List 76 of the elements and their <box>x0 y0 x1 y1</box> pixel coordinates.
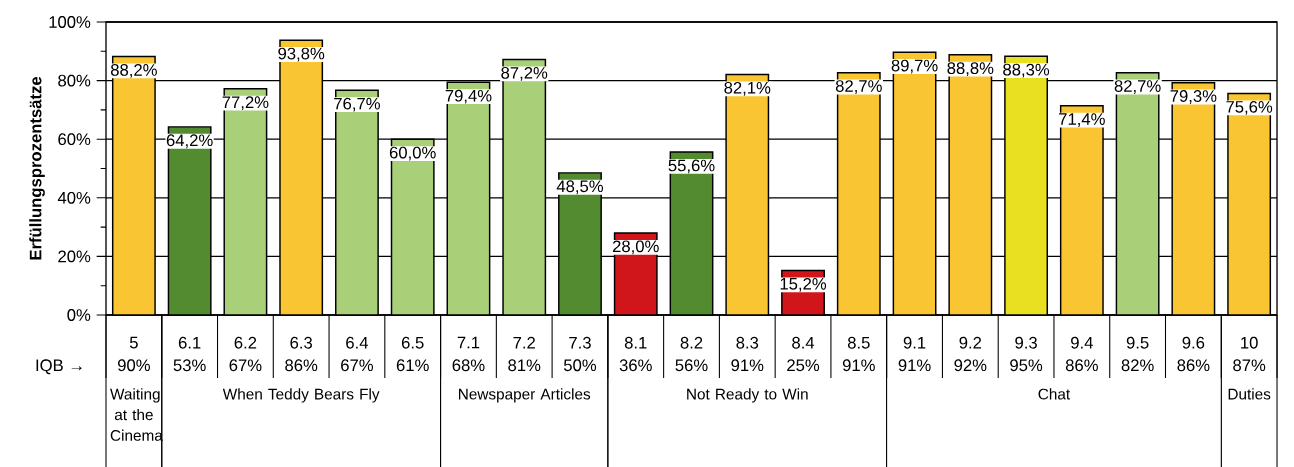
y-tick-label: 100% <box>49 16 91 28</box>
data-label: 15,2% <box>780 277 827 292</box>
x-tick-label: 5 <box>129 336 138 349</box>
data-label: 93,8% <box>278 47 325 62</box>
x-tick-label: 9.1 <box>903 336 926 349</box>
x-tick-label: 8.2 <box>680 336 703 349</box>
data-label: 88,3% <box>1003 63 1050 78</box>
data-label: 77,2% <box>222 96 269 111</box>
y-tick-label: 0% <box>67 309 91 321</box>
text: 56% <box>675 359 708 372</box>
data-label: 88,2% <box>110 64 157 78</box>
y-tick-label: 40% <box>57 191 91 204</box>
data-label: 87,2% <box>501 66 548 81</box>
text: 86% <box>1065 359 1098 372</box>
text: 53% <box>173 359 206 372</box>
text: Duties <box>1228 388 1271 400</box>
y-axis-title: Erfüllungsprozentsätze <box>29 76 45 260</box>
x-tick-label: 9.4 <box>1071 336 1093 349</box>
text: 36% <box>619 359 652 372</box>
text: 91% <box>731 359 764 372</box>
text: 81% <box>508 359 541 372</box>
x-tick-label: 9.6 <box>1182 336 1205 349</box>
x-tick-label: 6.4 <box>346 336 369 349</box>
text: 92% <box>954 359 987 372</box>
x-tick-label: 8.4 <box>792 336 815 349</box>
text: 82% <box>1121 359 1154 372</box>
text: 95% <box>1010 359 1043 372</box>
data-label: 79,3% <box>1170 90 1217 104</box>
data-label: 82,7% <box>1114 80 1161 94</box>
y-tick-label: 80% <box>58 74 91 87</box>
data-label: 64,2% <box>166 134 213 149</box>
x-tick-label: 7.2 <box>513 336 535 349</box>
text: 86% <box>1177 359 1210 372</box>
data-label: 55,6% <box>668 159 715 174</box>
text: 91% <box>898 359 931 372</box>
x-tick-label: 6.5 <box>401 336 424 349</box>
data-label: 75,6% <box>1226 100 1273 115</box>
x-tick-label: 9.2 <box>959 336 982 349</box>
text: 67% <box>341 359 374 372</box>
x-tick-label: 6.1 <box>178 336 201 349</box>
data-label: 48,5% <box>556 180 604 195</box>
text: 67% <box>229 359 262 372</box>
text: 50% <box>563 359 597 372</box>
data-label: 82,7% <box>835 80 882 94</box>
data-label: 82,1% <box>724 81 771 96</box>
text: 90% <box>117 359 150 372</box>
text: 87% <box>1233 359 1266 372</box>
data-label: 60,0% <box>389 146 436 161</box>
x-tick-label: 10 <box>1241 336 1258 349</box>
data-label: 28,0% <box>612 240 659 255</box>
x-tick-label: 6.2 <box>234 336 257 349</box>
text: 68% <box>452 359 485 372</box>
text: 91% <box>842 359 875 372</box>
y-tick-label: 60% <box>58 133 91 146</box>
text: When Teddy Bears Fly <box>222 388 380 403</box>
x-tick-label: 6.3 <box>290 336 313 349</box>
data-label: 71,4% <box>1059 113 1105 127</box>
data-label: 88,8% <box>947 62 994 77</box>
text: Newspaper Articles <box>459 388 591 403</box>
text: 25% <box>787 359 820 372</box>
text: IQB → <box>36 359 82 375</box>
x-tick-label: 9.5 <box>1126 336 1149 349</box>
text: Chat <box>1038 388 1071 400</box>
text: 61% <box>396 359 429 372</box>
x-tick-label: 8.5 <box>847 336 870 349</box>
x-tick-label: 8.1 <box>624 336 647 349</box>
x-tick-label: 7.1 <box>457 336 480 349</box>
data-label: 79,4% <box>445 89 492 104</box>
y-tick-label: 20% <box>58 250 91 263</box>
x-tick-label: 7.3 <box>569 336 591 349</box>
data-label: 76,7% <box>334 97 380 112</box>
text: 86% <box>285 359 318 372</box>
data-label: 89,7% <box>891 59 938 74</box>
x-tick-label: 9.3 <box>1015 336 1037 349</box>
text: Not Ready to Win <box>687 388 808 403</box>
x-tick-label: 8.3 <box>736 336 759 349</box>
